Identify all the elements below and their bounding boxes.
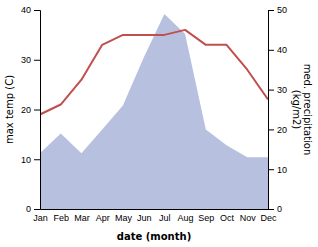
- tick-mark: [268, 209, 274, 210]
- tick: Jul: [159, 213, 171, 223]
- x-axis: Jan Feb Mar Apr May Jun Jul Aug Sep Oct NovDec: [33, 210, 277, 224]
- tick-label: May: [115, 213, 133, 223]
- marks: [40, 14, 268, 209]
- tick: 10: [21, 155, 40, 165]
- tick-label: 0: [26, 204, 31, 214]
- tick-mark: [268, 50, 274, 51]
- tick: Jan: [33, 213, 48, 223]
- tick-label: Oct: [220, 213, 235, 223]
- tick: 40: [21, 5, 40, 15]
- tick: May: [115, 213, 133, 223]
- tick: 40: [268, 45, 287, 55]
- tick: 0: [268, 204, 282, 214]
- title-line: med. precipitation: [302, 64, 313, 156]
- tick-label: Nov: [240, 213, 257, 223]
- tick-label: 50: [277, 5, 287, 15]
- y-axis: 0 10 20 30 40: [21, 5, 41, 214]
- axis-line: [34, 11, 41, 210]
- tick-label: Jun: [137, 213, 152, 223]
- tick-label: Aug: [178, 213, 194, 223]
- tick-mark: [34, 209, 40, 210]
- tick-mark: [34, 110, 40, 111]
- tick-label: Dec: [260, 213, 277, 223]
- tick-label: 40: [277, 45, 287, 55]
- tick-mark: [268, 169, 274, 170]
- tick: Nov: [240, 213, 257, 223]
- area: [40, 14, 268, 209]
- tick: 50: [268, 5, 287, 15]
- tick: Oct: [220, 213, 235, 223]
- tick: Jun: [137, 213, 152, 223]
- tick: 20: [268, 125, 287, 135]
- tick-label: 0: [277, 204, 282, 214]
- tick: 0: [26, 204, 40, 214]
- tick-label: 30: [21, 55, 31, 65]
- tick: 30: [21, 55, 40, 65]
- tick-label: Sep: [198, 213, 214, 223]
- tick: 10: [268, 165, 287, 175]
- tick-mark: [34, 60, 40, 61]
- tick: Dec: [260, 213, 277, 223]
- tick: 20: [21, 105, 40, 115]
- tick-label: Feb: [53, 213, 69, 223]
- tick-mark: [268, 129, 274, 130]
- y2-axis-title: med. precipitation(kg/m2): [291, 64, 313, 156]
- tick: Apr: [96, 213, 110, 223]
- axis-line: [41, 209, 269, 210]
- tick-label: Mar: [74, 213, 90, 223]
- tick-label: 10: [21, 155, 31, 165]
- tick-mark: [268, 90, 274, 91]
- tick: Feb: [53, 213, 69, 223]
- tick: Mar: [74, 213, 90, 223]
- tick: Aug: [178, 213, 194, 223]
- tick-label: Jul: [159, 213, 171, 223]
- tick-label: Jan: [33, 213, 48, 223]
- title-line: (kg/m2): [291, 90, 302, 130]
- tick: 30: [268, 85, 287, 95]
- tick-label: 20: [21, 105, 31, 115]
- line: [40, 30, 268, 115]
- tick-mark: [268, 10, 274, 11]
- y2-axis: 0 10 20 30 40 50: [268, 5, 287, 214]
- tick: Sep: [198, 213, 214, 223]
- axis-line: [269, 11, 275, 210]
- plot-area: JanFebMarAprMayJunJulAugSepOctNovDec0102…: [4, 5, 313, 242]
- tick-mark: [34, 159, 40, 160]
- tick-label: 10: [277, 165, 287, 175]
- x-axis-title: date (month): [117, 231, 191, 242]
- chart: JanFebMarAprMayJunJulAugSepOctNovDec0102…: [0, 0, 318, 247]
- tick-mark: [34, 10, 40, 11]
- tick-label: 20: [277, 125, 287, 135]
- tick-label: Apr: [96, 213, 110, 223]
- tick-label: 30: [277, 85, 287, 95]
- y-axis-title: max temp (C): [4, 75, 15, 144]
- tick-label: 40: [21, 5, 31, 15]
